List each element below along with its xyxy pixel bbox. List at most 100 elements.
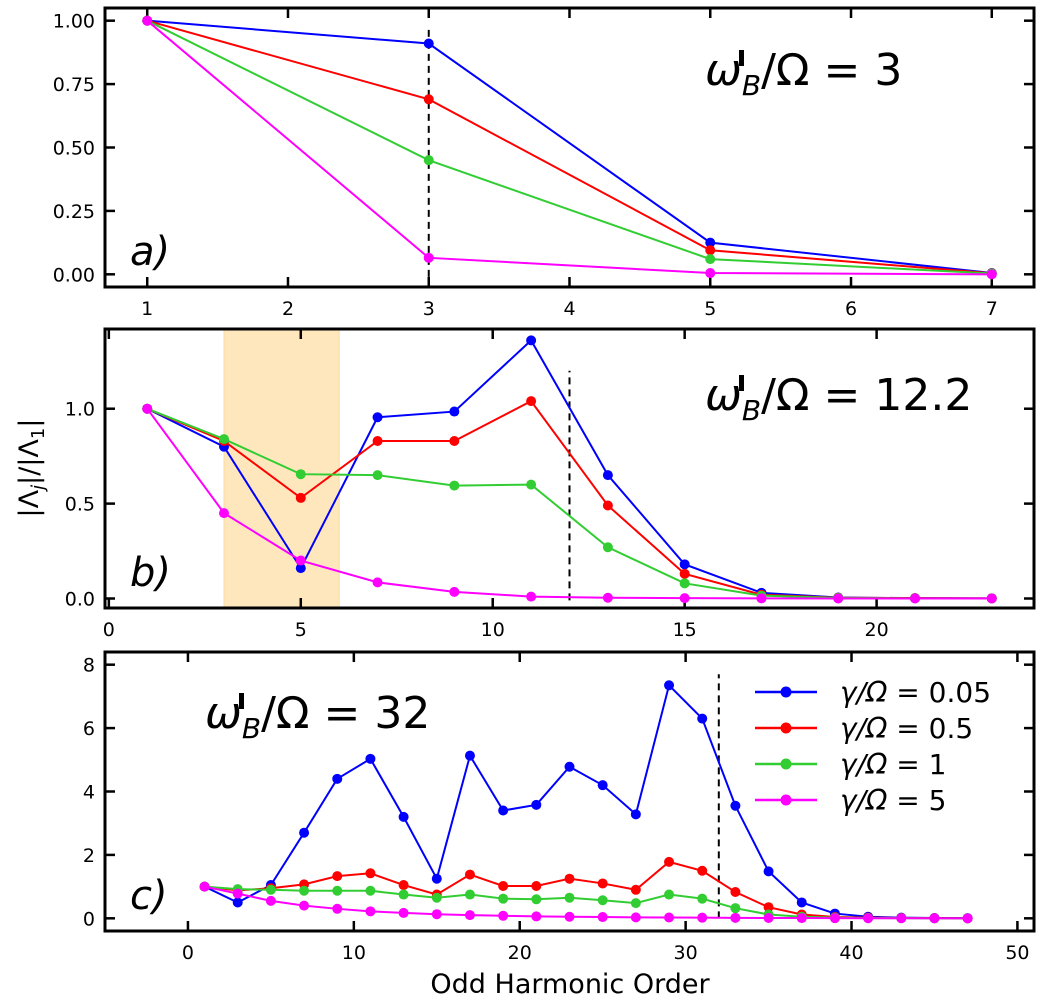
- axes-frame: [103, 327, 1036, 610]
- data-point: [929, 913, 940, 924]
- y-tick-label: 0.50: [53, 138, 95, 160]
- data-point: [498, 893, 509, 904]
- data-point: [398, 880, 409, 891]
- x-tick-label: 6: [845, 298, 857, 320]
- data-point: [909, 593, 920, 604]
- data-point: [564, 761, 575, 772]
- data-point: [602, 592, 613, 603]
- y-tick-label: 1.00: [53, 11, 95, 33]
- data-point: [498, 910, 509, 921]
- data-point: [531, 894, 542, 905]
- data-point: [219, 508, 230, 519]
- y-tick-label: 0.75: [53, 74, 95, 96]
- x-tick-label: 30: [674, 942, 698, 964]
- x-tick-label: 5: [704, 298, 716, 320]
- x-tick-label: 20: [508, 942, 532, 964]
- data-point: [464, 750, 475, 761]
- data-point: [829, 913, 840, 924]
- data-point: [372, 577, 383, 588]
- series-0: [199, 680, 973, 924]
- data-point: [498, 805, 509, 816]
- data-point: [232, 888, 243, 899]
- data-point: [265, 895, 276, 906]
- series-line: [146, 408, 992, 600]
- data-point: [705, 237, 716, 248]
- y-tick-label: 0: [83, 908, 95, 930]
- data-point: [299, 885, 310, 896]
- data-point: [896, 913, 907, 924]
- series-line: [147, 19, 992, 275]
- data-point: [597, 780, 608, 791]
- shaded-band: [223, 328, 340, 609]
- data-point: [664, 856, 675, 867]
- data-point: [697, 865, 708, 876]
- panel-a: 1 2 3 4 5 6 7 0.00 0.25 0.50 0.75 1.00 a) ωB/Ω = 3: [53, 6, 1036, 320]
- x-tick-label: 0: [103, 619, 115, 641]
- data-point: [833, 593, 844, 604]
- data-point: [423, 94, 434, 105]
- data-point: [763, 866, 774, 877]
- data-point: [295, 492, 306, 503]
- axes-frame: [103, 650, 1036, 933]
- x-tick-label: 0: [182, 942, 194, 964]
- data-point: [332, 903, 343, 914]
- data-point: [423, 38, 434, 49]
- axes-frame: [103, 6, 1036, 289]
- x-tick-label: 4: [563, 298, 575, 320]
- legend-label: γ/Ω = 5: [840, 784, 947, 817]
- annotation: ωB/Ω = 32: [205, 688, 430, 745]
- data-point: [332, 885, 343, 896]
- data-point: [597, 895, 608, 906]
- data-point: [431, 873, 442, 884]
- legend-entry: γ/Ω = 1: [755, 748, 947, 781]
- data-point: [464, 869, 475, 880]
- data-point: [679, 578, 690, 589]
- data-point: [449, 406, 460, 417]
- annotation: ωB/Ω = 3: [705, 45, 902, 102]
- x-tick-label: 10: [342, 942, 366, 964]
- data-point: [398, 907, 409, 918]
- data-point: [398, 889, 409, 900]
- data-point: [531, 799, 542, 810]
- legend-entry: γ/Ω = 0.5: [755, 712, 973, 745]
- data-point: [365, 885, 376, 896]
- data-point: [679, 559, 690, 570]
- series-line: [146, 19, 992, 275]
- data-point: [597, 912, 608, 923]
- data-point: [526, 591, 537, 602]
- data-point: [602, 470, 613, 481]
- y-tick-label: 8: [83, 655, 95, 677]
- data-point: [526, 479, 537, 490]
- data-point: [564, 892, 575, 903]
- data-point: [142, 15, 153, 26]
- data-point: [531, 911, 542, 922]
- legend-entry: γ/Ω = 0.05: [755, 676, 991, 709]
- annotation-superscript: [739, 50, 744, 66]
- x-axis-label: Odd Harmonic Order: [430, 969, 710, 996]
- data-point: [449, 586, 460, 597]
- data-point: [602, 542, 613, 553]
- data-point: [630, 884, 641, 895]
- legend-marker: [780, 722, 792, 734]
- data-point: [299, 900, 310, 911]
- data-point: [796, 897, 807, 908]
- panel-label: a): [130, 229, 170, 275]
- data-point: [232, 897, 243, 908]
- data-point: [697, 893, 708, 904]
- data-point: [986, 269, 997, 280]
- y-tick-label: 0.5: [65, 494, 95, 516]
- y-tick-label: 0.25: [53, 201, 95, 223]
- x-tick-label: 50: [1005, 942, 1029, 964]
- x-tick-label: 2: [282, 298, 294, 320]
- panel-c: 0 10 20 30 40 50 0 2 4 6 8 c) ωB/Ω = 32: [83, 650, 1036, 964]
- x-tick-label: 3: [423, 298, 435, 320]
- series-line: [204, 885, 968, 920]
- data-point: [756, 593, 767, 604]
- data-point: [423, 252, 434, 263]
- data-point: [332, 871, 343, 882]
- data-point: [763, 913, 774, 924]
- data-point: [372, 412, 383, 423]
- data-point: [863, 913, 874, 924]
- data-point: [449, 435, 460, 446]
- data-point: [449, 480, 460, 491]
